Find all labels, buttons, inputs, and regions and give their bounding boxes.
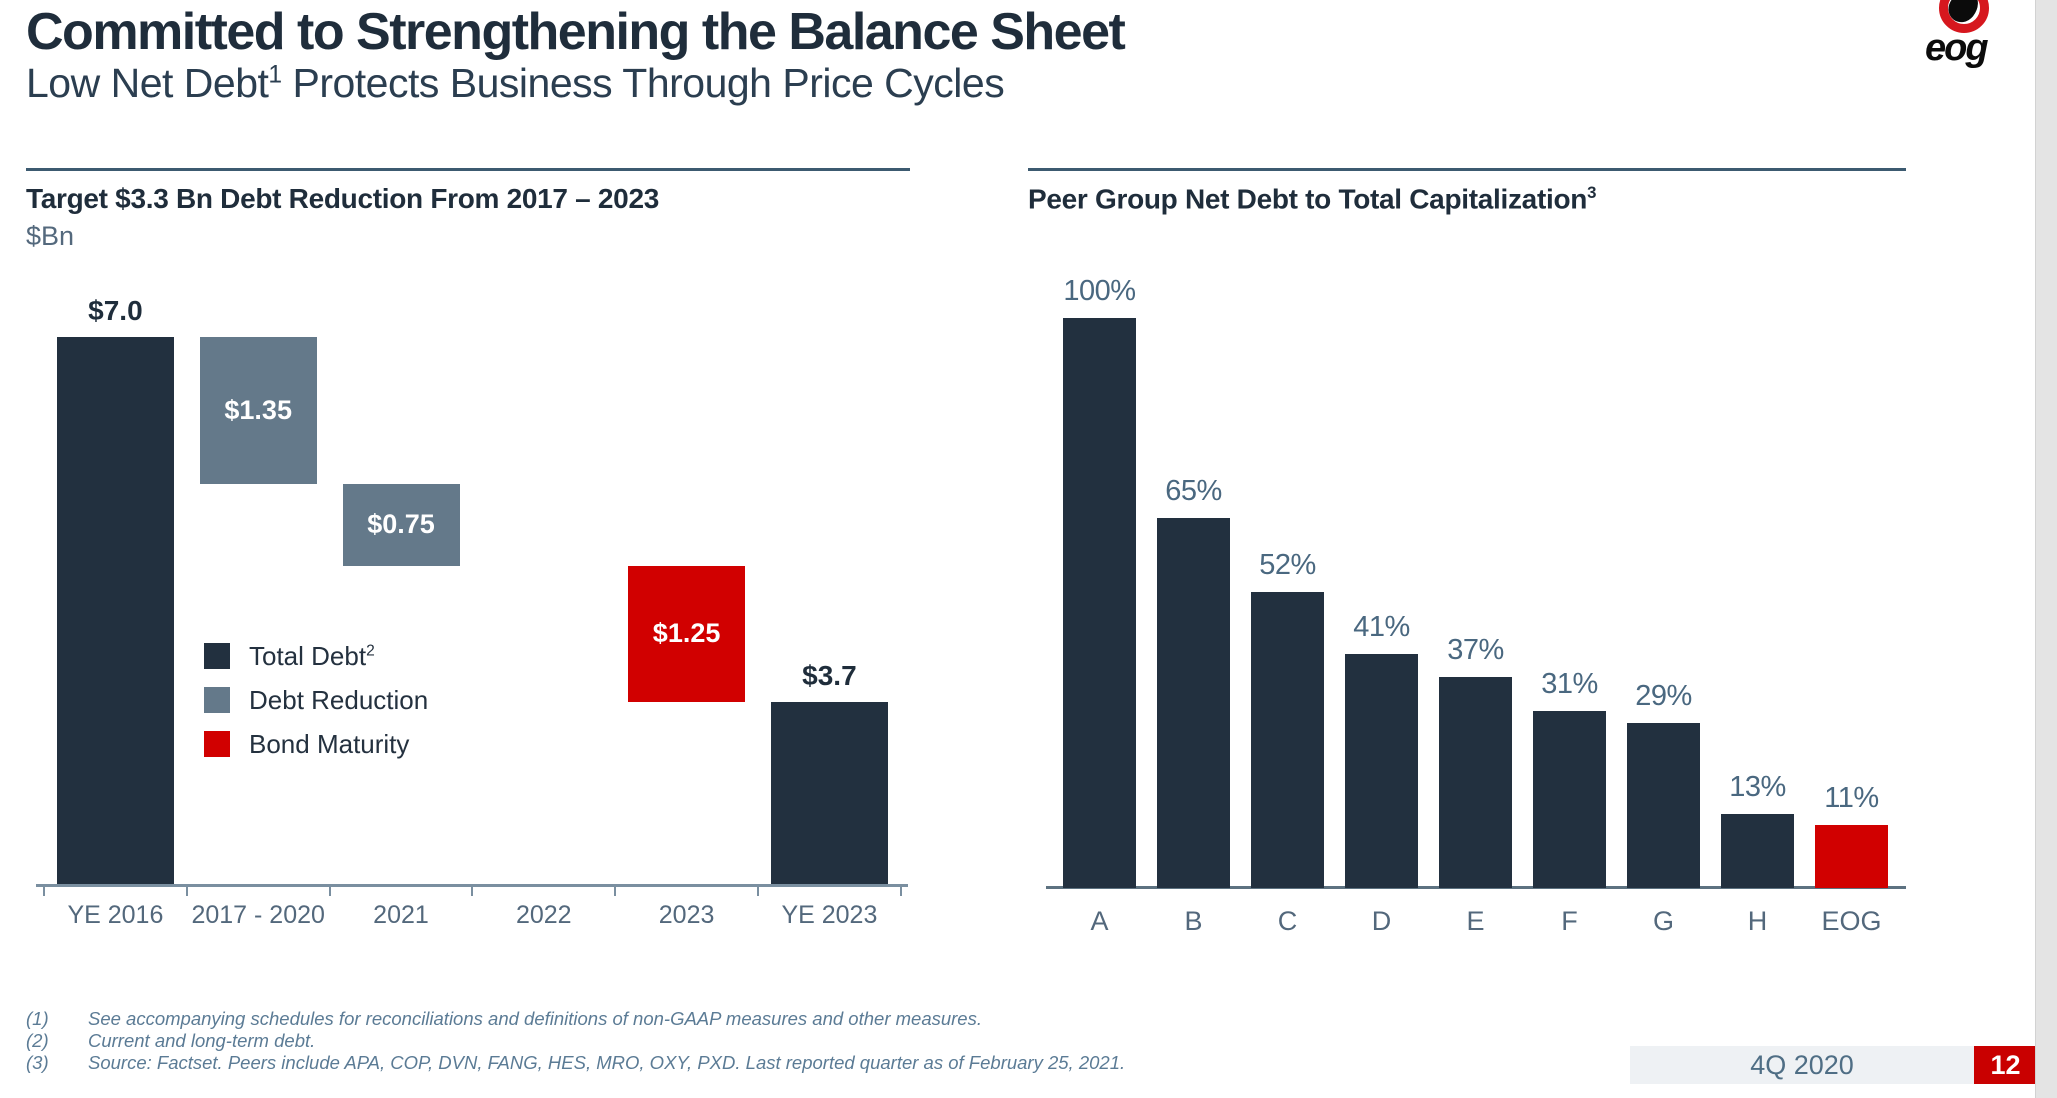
x-axis-label-f: F — [1561, 906, 1578, 936]
page-number: 12 — [1990, 1049, 2021, 1080]
waterfall-bar-2017-2020 — [199, 337, 317, 485]
page-title: Committed to Strengthening the Balance S… — [26, 3, 1126, 61]
total-debt-swatch-icon — [204, 643, 230, 669]
footnote-text: Source: Factset. Peers include APA, COP,… — [88, 1052, 1126, 1073]
left-chart-axis-line — [36, 884, 908, 887]
peer-bar-a — [1063, 318, 1136, 888]
waterfall-bar-ye-2023 — [770, 702, 888, 884]
footnote-text: See accompanying schedules for reconcili… — [88, 1008, 982, 1029]
right-chart-title: Peer Group Net Debt to Total Capitalizat… — [1028, 183, 1597, 215]
x-axis-label-2017-2020: 2017 - 2020 — [191, 901, 325, 929]
left-chart-unit-label: $Bn — [26, 221, 75, 251]
axis-tick — [757, 887, 759, 896]
axis-tick — [899, 887, 902, 896]
footnote-text: Current and long-term debt. — [88, 1030, 316, 1051]
peer-bar-e — [1439, 677, 1512, 888]
waterfall-bar-2023 — [628, 565, 746, 703]
page-subtitle: Low Net Debt1 Protects Business Through … — [26, 60, 1005, 107]
peer-bar-h — [1721, 813, 1794, 888]
subtitle-text-2: Protects Business Through Price Cycles — [281, 60, 1005, 106]
peer-bar-f — [1533, 711, 1606, 888]
x-axis-label-a: A — [1090, 906, 1109, 936]
x-axis-label-d: D — [1371, 906, 1392, 936]
axis-tick — [614, 887, 617, 896]
legend-item-bond-maturity: Bond Maturity — [204, 722, 428, 766]
left-panel-rule — [26, 168, 910, 171]
x-axis-label-ye-2016: YE 2016 — [67, 901, 164, 929]
bar-value-label: $0.75 — [367, 509, 435, 540]
x-axis-label-b: B — [1184, 906, 1203, 936]
waterfall-bar-ye-2016 — [56, 337, 174, 884]
bar-value-label: $1.35 — [224, 394, 292, 425]
legend-label: Total Debt2 — [249, 640, 375, 671]
bar-value-label: $7.0 — [88, 295, 143, 326]
legend-label: Debt Reduction — [249, 684, 429, 715]
waterfall-bar-2021 — [342, 484, 460, 566]
x-axis-label-2023: 2023 — [658, 901, 715, 929]
peer-bar-d — [1345, 654, 1418, 888]
left-chart-legend: Total Debt2 Debt Reduction Bond Maturity — [204, 634, 428, 766]
footnote-number: (2) — [26, 1030, 49, 1051]
axis-tick — [43, 887, 45, 896]
left-chart-title: Target $3.3 Bn Debt Reduction From 2017 … — [26, 183, 660, 214]
x-axis-label-c: C — [1277, 906, 1298, 936]
bond-maturity-swatch-icon — [204, 731, 230, 757]
axis-tick — [328, 887, 331, 896]
screen-edge-strip — [2035, 0, 2057, 1098]
bar-value-label: $1.25 — [652, 618, 721, 649]
axis-tick — [471, 887, 474, 896]
bar-value-label: 65% — [1165, 474, 1222, 507]
debt-reduction-swatch-icon — [204, 687, 230, 713]
x-axis-label-e: E — [1466, 906, 1485, 936]
bar-value-label: 31% — [1541, 668, 1598, 701]
subtitle-text: Low Net Debt — [26, 60, 269, 106]
footnote-number: (1) — [26, 1008, 49, 1029]
footnote-number: (3) — [26, 1052, 49, 1073]
bar-value-label: $3.7 — [802, 660, 857, 692]
right-panel-rule — [1028, 168, 1906, 171]
legend-item-total-debt: Total Debt2 — [204, 634, 428, 678]
footer-period-badge: 4Q 2020 — [1630, 1046, 1974, 1084]
peer-bar-b — [1157, 517, 1230, 888]
peer-bar-eog — [1815, 825, 1888, 888]
x-axis-label-ye-2023: YE 2023 — [781, 901, 878, 929]
axis-tick — [185, 887, 188, 896]
legend-label: Bond Maturity — [249, 728, 410, 759]
peer-bar-g — [1627, 722, 1700, 888]
bar-value-label: 100% — [1063, 275, 1136, 307]
footnote-2: (2) Current and long-term debt. — [26, 1030, 1125, 1052]
x-axis-label-2022: 2022 — [515, 901, 572, 929]
bar-value-label: 41% — [1353, 611, 1410, 644]
bar-value-label: 11% — [1824, 782, 1879, 815]
footnote-3: (3) Source: Factset. Peers include APA, … — [26, 1052, 1125, 1074]
footnotes: (1) See accompanying schedules for recon… — [26, 1008, 1125, 1074]
bar-value-label: 29% — [1635, 679, 1692, 712]
bar-value-label: 13% — [1729, 770, 1786, 803]
x-axis-label-eog: EOG — [1821, 906, 1882, 936]
x-axis-label-h: H — [1747, 906, 1768, 936]
bar-value-label: 52% — [1259, 548, 1316, 581]
x-axis-label-2021: 2021 — [373, 901, 429, 929]
footer-period-label: 4Q 2020 — [1750, 1049, 1854, 1080]
subtitle-footnote-ref: 1 — [268, 61, 282, 89]
eog-logo-wordmark: eog — [1925, 27, 1989, 69]
footnote-1: (1) See accompanying schedules for recon… — [26, 1008, 1125, 1030]
page-number-badge: 12 — [1974, 1046, 2037, 1084]
legend-item-debt-reduction: Debt Reduction — [204, 678, 428, 722]
x-axis-label-g: G — [1652, 906, 1674, 936]
bar-value-label: 37% — [1447, 634, 1504, 667]
peer-bar-c — [1251, 591, 1324, 888]
